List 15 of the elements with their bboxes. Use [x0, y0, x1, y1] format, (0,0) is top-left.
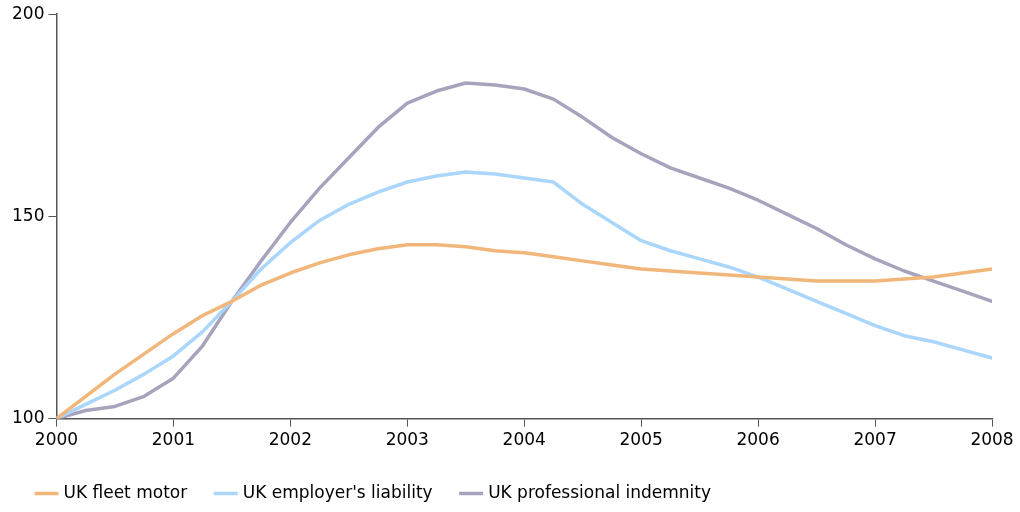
x-tick-label: 2004: [502, 429, 546, 450]
y-tick-label: 150: [11, 204, 45, 225]
legend-label: UK professional indemnity: [488, 481, 712, 502]
x-tick-label: 2005: [619, 429, 663, 450]
x-tick-label: 2001: [151, 429, 196, 450]
y-tick-label: 200: [11, 2, 45, 23]
legend-label: UK employer's liability: [242, 481, 433, 502]
x-tick-label: 2008: [970, 429, 1014, 450]
x-tick-label: 2006: [736, 429, 780, 450]
legend-label: UK fleet motor: [63, 481, 188, 502]
x-tick-label: 2000: [34, 429, 79, 450]
x-tick-label: 2002: [268, 429, 312, 450]
x-tick-label: 2007: [853, 429, 897, 450]
y-tick-label: 100: [11, 407, 45, 428]
x-tick-label: 2003: [385, 429, 429, 450]
